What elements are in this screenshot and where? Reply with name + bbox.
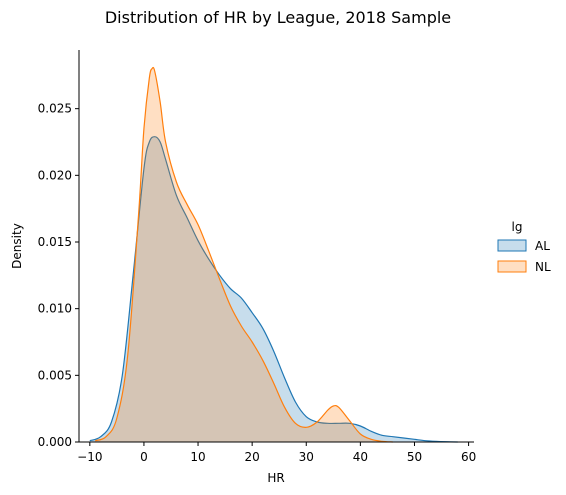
x-axis-label: HR: [267, 471, 284, 485]
y-axis-label: Density: [10, 223, 24, 269]
y-tick-label: 0.020: [38, 168, 72, 182]
x-tick-label: 10: [190, 450, 205, 464]
density-area-nl: [95, 67, 393, 443]
x-tick-label: −10: [77, 450, 102, 464]
legend-swatch-nl: [497, 260, 527, 273]
y-ticks: 0.000 0.005 0.010 0.015 0.020 0.025: [38, 102, 79, 449]
y-tick-label: 0.015: [38, 235, 72, 249]
x-tick-label: 30: [299, 450, 314, 464]
x-tick-label: 40: [353, 450, 368, 464]
x-tick-label: 0: [140, 450, 148, 464]
legend-label-al: AL: [535, 239, 550, 253]
chart-title: Distribution of HR by League, 2018 Sampl…: [105, 8, 451, 27]
legend-swatch-al: [497, 239, 527, 252]
y-tick-label: 0.010: [38, 302, 72, 316]
x-ticks: −10 0 10 20 30 40 50 60: [77, 442, 476, 464]
x-tick-label: 50: [407, 450, 422, 464]
density-line-nl: [95, 66, 393, 443]
density-line-al: [89, 136, 458, 443]
y-tick-label: 0.025: [38, 102, 72, 116]
density-area-al: [89, 136, 458, 443]
x-tick-label: 20: [245, 450, 260, 464]
legend: lg AL NL: [497, 220, 551, 274]
y-tick-label: 0.005: [38, 368, 72, 382]
y-tick-label: 0.000: [38, 435, 72, 449]
density-areas: [89, 66, 458, 443]
legend-title: lg: [512, 220, 523, 234]
x-tick-label: 60: [461, 450, 476, 464]
legend-label-nl: NL: [535, 260, 551, 274]
